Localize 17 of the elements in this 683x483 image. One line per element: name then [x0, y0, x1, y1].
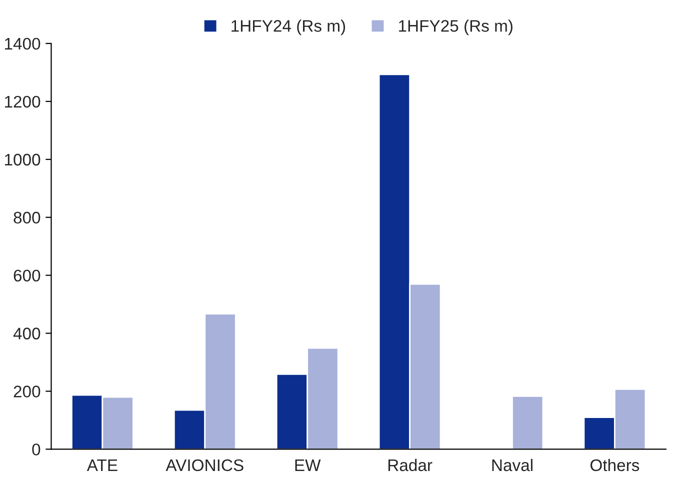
x-tick-label: Radar — [388, 458, 432, 472]
y-tick-label: 1200 — [5, 96, 40, 108]
y-tick-label: 800 — [14, 212, 40, 224]
x-tick-label: Naval — [492, 458, 532, 472]
bar — [512, 395, 544, 450]
y-tick-label: 0 — [32, 444, 40, 456]
legend-label: 1HFY24 (Rs m) — [232, 20, 346, 36]
y-tick-label: 1000 — [5, 154, 40, 166]
y-tick-label: 200 — [14, 386, 40, 398]
x-tick-label: Others — [590, 458, 640, 472]
x-tick-label: ATE — [86, 460, 118, 471]
y-tick-label: 1400 — [5, 38, 40, 50]
y-tick-label: 400 — [13, 328, 40, 340]
x-tick-label: AVIONICS — [166, 459, 244, 472]
legend-label: 1HFY25 (Rs m) — [399, 20, 512, 36]
y-tick-label: 600 — [14, 270, 40, 282]
x-tick-label: EW — [295, 460, 321, 471]
